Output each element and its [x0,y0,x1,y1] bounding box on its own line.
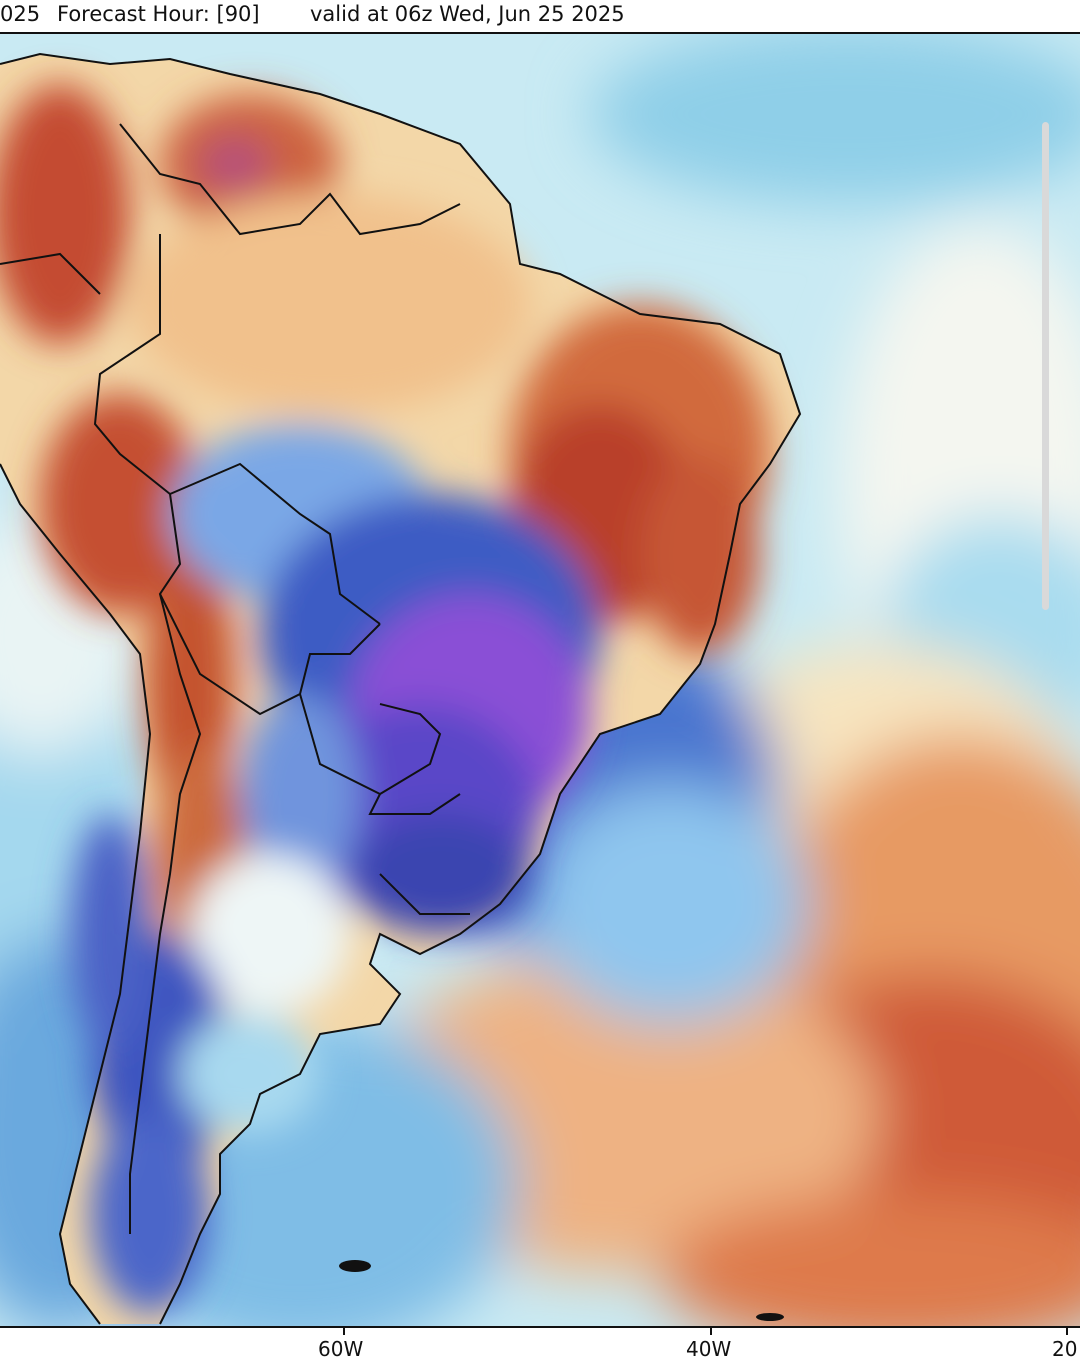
map-header: 025 Forecast Hour: [90] valid at 06z Wed… [0,0,1080,32]
valid-time-label: valid at 06z Wed, Jun 25 2025 [310,2,625,26]
country-borders [0,52,802,1325]
x-tick-label-60w: 60W [318,1337,364,1361]
islands [339,1260,784,1321]
x-tickmark-40w [710,1328,712,1335]
run-date-fragment: 025 [0,2,41,26]
x-tickmark-20w [1066,1328,1068,1335]
x-tick-label-40w: 40W [686,1337,732,1361]
x-tickmark-60w [343,1328,345,1335]
land-anomaly-field [0,84,770,1314]
vertical-scrollbar[interactable] [1042,122,1049,610]
forecast-hour-label: Forecast Hour: [90] [57,2,260,26]
x-tick-label-20w: 20 [1052,1337,1078,1361]
temperature-anomaly-map [0,34,1080,1326]
forecast-map [0,32,1080,1328]
